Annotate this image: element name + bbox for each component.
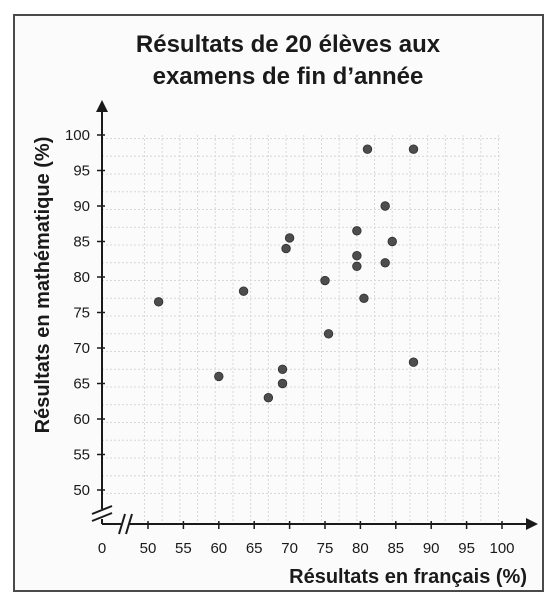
y-axis-break-gap bbox=[101, 509, 104, 519]
y-tick-label: 55 bbox=[73, 447, 90, 464]
data-point bbox=[281, 243, 291, 254]
x-tick-label: 95 bbox=[458, 540, 475, 557]
y-tick-label: 95 bbox=[73, 163, 90, 180]
data-point bbox=[408, 357, 419, 367]
data-point bbox=[352, 226, 362, 236]
chart-title-line-1: Résultats de 20 élèves aux bbox=[136, 31, 441, 58]
y-tick-label: 70 bbox=[73, 340, 90, 357]
data-point bbox=[263, 393, 274, 403]
data-point bbox=[408, 144, 419, 154]
y-tick-label: 50 bbox=[73, 482, 90, 499]
x-tick-label: 50 bbox=[140, 540, 157, 557]
tick-labels: 50 55 60 65 70 75 80 85 90 95 100 50 55 60 65 70 75 80 85 9… bbox=[65, 127, 515, 557]
y-tick-label: 60 bbox=[73, 411, 90, 428]
x-axis-break-mark bbox=[118, 513, 126, 535]
y-tick-label: 80 bbox=[73, 269, 90, 286]
data-point bbox=[352, 250, 362, 261]
data-point bbox=[214, 371, 224, 382]
data-point bbox=[380, 258, 390, 268]
x-tick-label: 90 bbox=[423, 540, 440, 557]
data-point bbox=[238, 286, 249, 296]
x-tick-label: 70 bbox=[281, 540, 298, 557]
y-tick-label: 85 bbox=[73, 234, 90, 251]
x-tick-label: 65 bbox=[246, 540, 263, 557]
data-point bbox=[323, 329, 334, 339]
data-point bbox=[359, 293, 369, 304]
x-tick-label: 75 bbox=[317, 540, 334, 557]
data-point bbox=[277, 378, 288, 389]
y-tick-label: 65 bbox=[73, 376, 90, 393]
x-axis-break-mark bbox=[125, 513, 133, 535]
chart-title-line-2: examens de fin d’année bbox=[153, 63, 424, 90]
y-tick-label: 75 bbox=[73, 305, 90, 322]
data-point bbox=[153, 297, 164, 307]
data-point bbox=[380, 201, 390, 211]
y-tick-label: 90 bbox=[73, 198, 90, 215]
x-tick-label: 55 bbox=[175, 540, 192, 557]
x-tick-label: 85 bbox=[387, 540, 404, 557]
data-points bbox=[153, 144, 419, 403]
data-point bbox=[387, 236, 397, 247]
data-point bbox=[320, 275, 330, 286]
x-tick-label: 60 bbox=[210, 540, 227, 557]
y-axis-break-mark bbox=[91, 505, 113, 515]
data-point bbox=[352, 261, 362, 272]
y-axis-label: Résultats en mathématique (%) bbox=[32, 137, 54, 434]
y-axis-arrow bbox=[96, 100, 108, 112]
x-tick-label: 100 bbox=[489, 540, 514, 557]
x-origin-label: 0 bbox=[98, 540, 106, 557]
data-point bbox=[362, 144, 373, 154]
data-point bbox=[277, 364, 288, 375]
x-axis-break-gap bbox=[121, 522, 129, 526]
x-axis-label: Résultats en français (%) bbox=[289, 566, 527, 588]
x-tick-label: 80 bbox=[352, 540, 369, 557]
grid bbox=[102, 135, 502, 524]
y-axis-break-mark bbox=[91, 512, 113, 522]
y-tick-label: 100 bbox=[65, 127, 90, 144]
axes bbox=[91, 100, 538, 535]
data-point bbox=[284, 233, 295, 243]
x-axis-arrow bbox=[526, 518, 538, 530]
